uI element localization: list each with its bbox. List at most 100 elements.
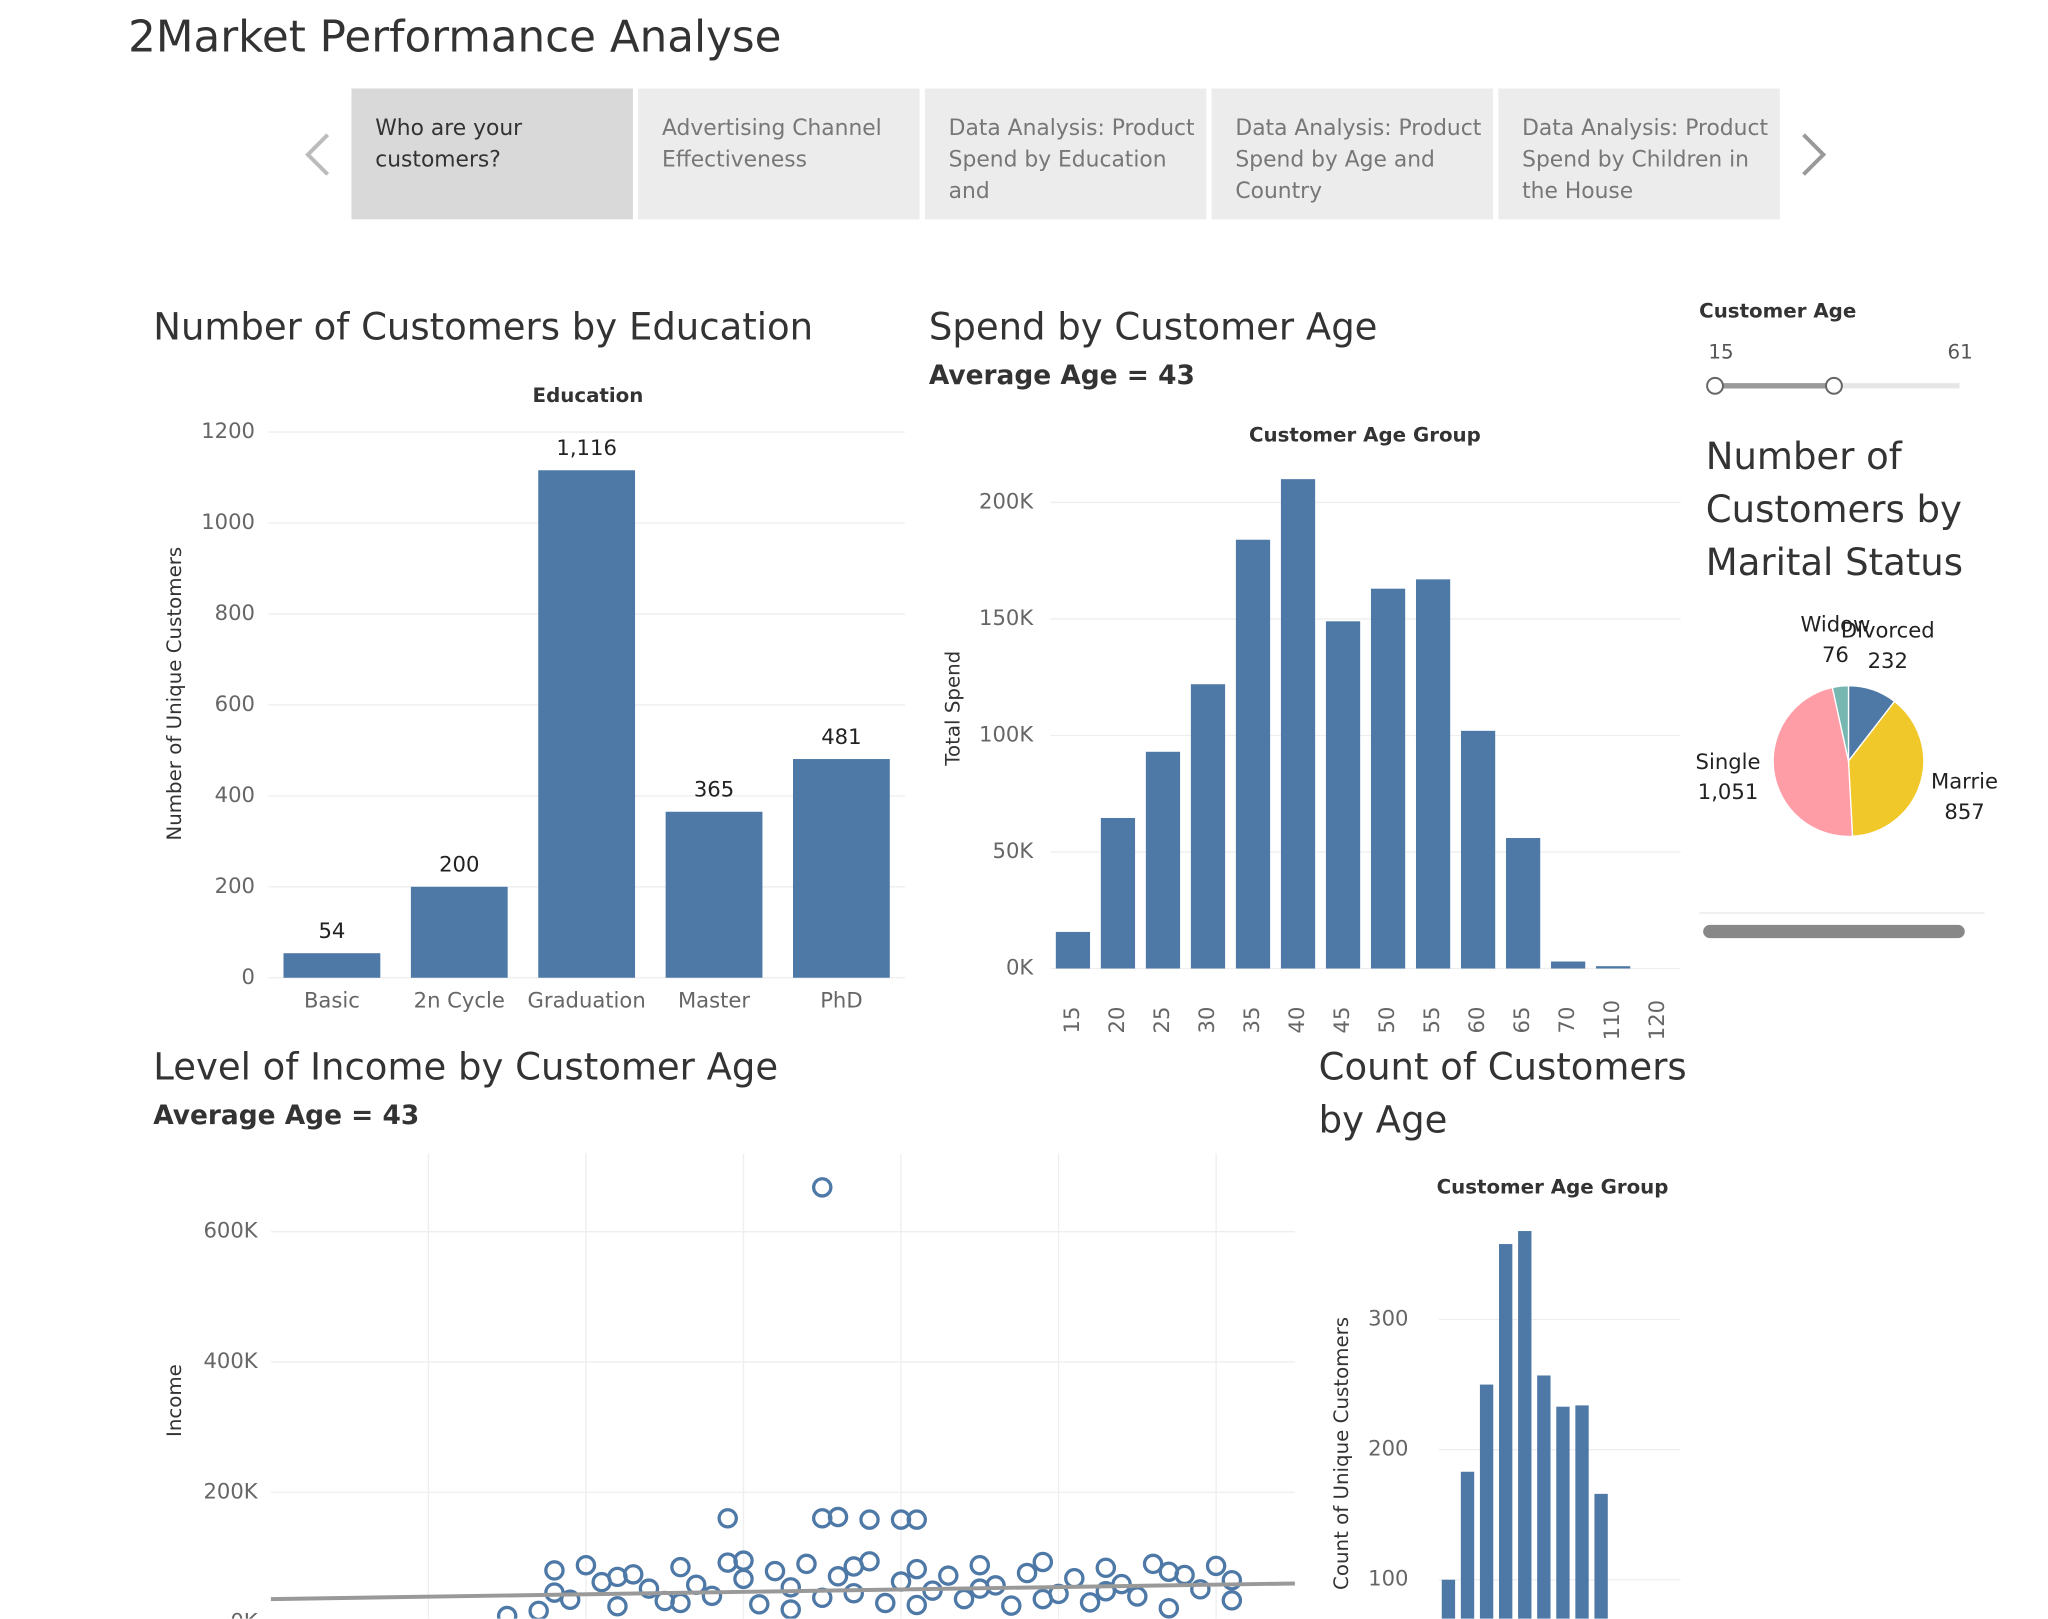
x-tick-label: 50 bbox=[1374, 1007, 1399, 1034]
bar bbox=[1594, 1493, 1608, 1619]
tab[interactable]: Data Analysis: Product Spend by Children… bbox=[1498, 88, 1780, 220]
point bbox=[544, 1560, 565, 1581]
y-tick-label: 1200 bbox=[201, 418, 255, 443]
filter-label: Customer Age bbox=[1699, 299, 1856, 322]
point bbox=[544, 1582, 565, 1603]
tab[interactable]: Data Analysis: Product Spend by Age and … bbox=[1211, 88, 1494, 220]
pie-slice bbox=[1831, 685, 1850, 762]
point bbox=[827, 1506, 849, 1528]
bar bbox=[1235, 539, 1271, 969]
slice-value: 76 bbox=[1822, 642, 1849, 667]
y-tick-label: 800 bbox=[215, 600, 255, 625]
point bbox=[764, 1560, 786, 1582]
x-tick-label: Graduation bbox=[528, 988, 646, 1013]
y-tick-label: 200K bbox=[203, 1478, 258, 1503]
x-tick-label: 120 bbox=[1644, 1000, 1669, 1040]
point bbox=[780, 1577, 801, 1598]
x-tick-label: 35 bbox=[1239, 1007, 1264, 1034]
point bbox=[827, 1566, 849, 1587]
pie-slice bbox=[1847, 700, 1925, 837]
slice-label: Divorced bbox=[1841, 617, 1935, 642]
point bbox=[1142, 1553, 1164, 1575]
chart-title: Level of Income by Customer Age bbox=[153, 1045, 779, 1089]
y-tick-label: 300 bbox=[1368, 1306, 1408, 1331]
tab[interactable]: Data Analysis: Product Spend by Educatio… bbox=[924, 88, 1207, 220]
x-tick-label: 65 bbox=[1509, 1007, 1534, 1034]
point bbox=[875, 1592, 896, 1614]
pie-slice bbox=[1772, 686, 1854, 837]
slice-label: Widow bbox=[1800, 612, 1870, 637]
x-tick-label: 70 bbox=[1554, 1007, 1579, 1034]
point bbox=[1190, 1579, 1211, 1600]
y-tick-label: 600 bbox=[215, 691, 255, 716]
tab[interactable]: Who are your customers? bbox=[351, 88, 633, 220]
slider-handle[interactable] bbox=[1825, 376, 1843, 395]
tab-strip: Who are your customers? Advertising Chan… bbox=[351, 88, 1780, 220]
bar bbox=[1551, 961, 1586, 969]
x-tick-label: 45 bbox=[1329, 1007, 1354, 1034]
point bbox=[607, 1596, 628, 1617]
trend-line bbox=[270, 1581, 1295, 1602]
bar bbox=[1325, 621, 1361, 969]
y-axis-label: Total Spend bbox=[941, 651, 964, 767]
y-tick-label: 100K bbox=[979, 721, 1034, 746]
point bbox=[843, 1556, 864, 1577]
point bbox=[906, 1509, 928, 1530]
data-label: 1,116 bbox=[556, 435, 616, 460]
y-tick-label: 50K bbox=[993, 838, 1035, 863]
x-tick-label: 40 bbox=[1284, 1007, 1309, 1034]
x-tick-label: Master bbox=[678, 988, 750, 1013]
data-label: 54 bbox=[318, 918, 345, 943]
y-tick-label: 200K bbox=[979, 488, 1034, 513]
point bbox=[1095, 1557, 1117, 1579]
x-tick-label: Basic bbox=[304, 988, 360, 1013]
y-tick-label: 100 bbox=[1368, 1566, 1408, 1591]
data-label: 365 bbox=[694, 777, 734, 802]
point bbox=[1221, 1590, 1243, 1611]
slice-value: 857 bbox=[1944, 799, 1984, 824]
y-tick-label: 0 bbox=[242, 964, 255, 989]
y-tick-label: 0K bbox=[230, 1609, 258, 1619]
y-tick-label: 1000 bbox=[201, 509, 255, 534]
x-tick-label: 55 bbox=[1419, 1007, 1444, 1034]
slice-label: Marrie bbox=[1931, 769, 1998, 794]
point bbox=[638, 1578, 660, 1599]
point bbox=[607, 1566, 628, 1588]
chart-subtitle: Average Age = 43 bbox=[929, 360, 1195, 391]
x-tick-label: 30 bbox=[1194, 1007, 1219, 1034]
point bbox=[1158, 1561, 1180, 1582]
bar bbox=[1479, 1384, 1494, 1619]
slider-handle[interactable] bbox=[1706, 376, 1724, 395]
point bbox=[1127, 1586, 1148, 1607]
bar bbox=[1190, 684, 1226, 969]
y-tick-label: 400 bbox=[215, 782, 255, 807]
tab[interactable]: Advertising Channel Effectiveness bbox=[638, 88, 920, 220]
tab-next-arrow[interactable] bbox=[1802, 133, 1827, 176]
bar bbox=[1370, 588, 1406, 969]
bar bbox=[792, 759, 890, 978]
y-tick-label: 400K bbox=[203, 1348, 258, 1373]
dashboard-title: 2Market Performance Analyse bbox=[128, 10, 782, 63]
data-label: 481 bbox=[821, 724, 861, 749]
point bbox=[953, 1588, 975, 1610]
filter-max: 61 bbox=[1947, 340, 1972, 363]
point bbox=[906, 1594, 928, 1616]
x-axis-label: Education bbox=[533, 384, 644, 407]
point bbox=[859, 1509, 880, 1530]
bar bbox=[1499, 1244, 1513, 1619]
point bbox=[1221, 1569, 1243, 1591]
slice-value: 232 bbox=[1868, 648, 1908, 673]
bar bbox=[665, 811, 763, 978]
bar bbox=[410, 886, 508, 978]
filter-min: 15 bbox=[1708, 340, 1733, 363]
bar bbox=[1055, 931, 1091, 969]
point bbox=[1001, 1595, 1022, 1616]
bar bbox=[1596, 966, 1631, 969]
bar bbox=[1556, 1406, 1570, 1619]
y-axis-label: Count of Unique Customers bbox=[1330, 1317, 1353, 1590]
tab-prev-arrow[interactable] bbox=[305, 133, 330, 176]
point bbox=[780, 1599, 801, 1619]
data-label: 200 bbox=[439, 852, 479, 877]
